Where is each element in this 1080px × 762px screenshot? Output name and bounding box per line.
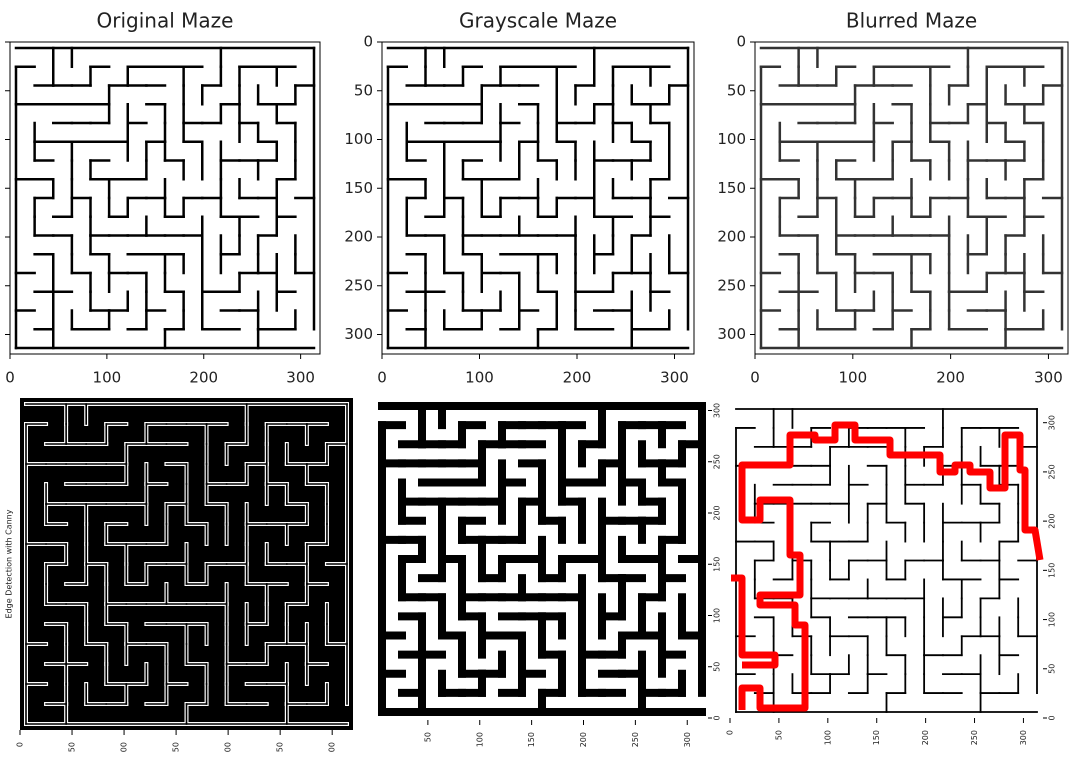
x-tick-label: 0 <box>726 730 735 735</box>
panel-title: Blurred Maze <box>846 9 977 33</box>
y-tick-label: 150 <box>1048 563 1057 578</box>
x-tick-label: 300 <box>683 732 692 747</box>
x-tick-label: 300 <box>660 369 689 387</box>
y-tick-label: 0 <box>1048 715 1057 720</box>
y-tick-label: 0 <box>736 33 746 51</box>
x-tick-label: 00 <box>120 742 129 752</box>
panel-title: Original Maze <box>97 9 234 33</box>
x-tick-label: 0 <box>5 369 15 387</box>
x-tick-label: 00 <box>224 742 233 752</box>
y-tick-label: 50 <box>713 662 722 672</box>
x-tick-label: 100 <box>823 730 832 745</box>
axes-frame <box>381 41 695 355</box>
x-tick-label: 100 <box>475 732 484 747</box>
y-tick-label: 100 <box>1048 612 1057 627</box>
panel: Grayscale Maze 0 100 200 300 0 50 100 150 200 250 3… <box>344 9 695 387</box>
y-tick-label: 300 <box>717 325 746 343</box>
x-tick-label: 150 <box>872 730 881 745</box>
y-tick-label: 100 <box>344 130 373 148</box>
y-tick-label: 250 <box>1048 464 1057 479</box>
x-tick-label: 200 <box>563 369 592 387</box>
x-tick-label: 0 <box>377 369 387 387</box>
y-tick-label: 200 <box>717 228 746 246</box>
x-tick-label: 50 <box>68 742 77 752</box>
x-tick-label: 300 <box>1019 730 1028 745</box>
panel: Original Maze 0 100 200 300 <box>5 9 321 387</box>
y-tick-label: 200 <box>344 228 373 246</box>
y-tick-label: 200 <box>713 505 722 520</box>
x-tick-label: 50 <box>423 732 432 742</box>
x-tick-label: 00 <box>328 742 337 752</box>
axes-frame <box>9 41 321 355</box>
solution-path <box>738 421 1044 712</box>
y-tick-label: 50 <box>354 81 373 99</box>
x-tick-label: 0 <box>750 369 760 387</box>
y-tick-label: 50 <box>727 81 746 99</box>
solution-branch <box>731 574 779 669</box>
x-tick-label: 150 <box>527 732 536 747</box>
x-tick-label: 50 <box>276 742 285 752</box>
y-tick-label: 150 <box>344 179 373 197</box>
x-tick-label: 250 <box>631 732 640 747</box>
panel-title: Grayscale Maze <box>459 9 617 33</box>
x-tick-label: 200 <box>936 369 965 387</box>
x-tick-label: 100 <box>838 369 867 387</box>
y-tick-label: 250 <box>717 276 746 294</box>
y-tick-label: 150 <box>717 179 746 197</box>
y-tick-label: 0 <box>363 33 373 51</box>
x-tick-label: 300 <box>286 369 315 387</box>
panel: 0 50 00 50 00 50 00 Edge Detection with Canny <box>5 398 353 752</box>
y-tick-label: 300 <box>713 403 722 418</box>
y-tick-label: 300 <box>344 325 373 343</box>
panel: 0 50 100 150 200 250 300 0 50 100 150 200 250 300 <box>726 403 1057 745</box>
y-tick-label: 50 <box>1048 664 1057 674</box>
x-tick-label: 50 <box>774 730 783 740</box>
x-tick-label: 0 <box>16 742 25 747</box>
x-tick-label: 50 <box>172 742 181 752</box>
x-tick-label: 300 <box>1034 369 1063 387</box>
panel: 50 100 150 200 250 300 0 50 100 150 200 250 300 <box>376 400 722 747</box>
y-axis-label: Edge Detection with Canny <box>5 509 14 618</box>
x-tick-label: 200 <box>189 369 218 387</box>
axes-frame <box>754 41 1069 355</box>
x-tick-label: 100 <box>465 369 494 387</box>
x-tick-label: 200 <box>921 730 930 745</box>
y-tick-label: 100 <box>717 130 746 148</box>
panel: Blurred Maze 0 100 200 300 0 50 100 150 200 250 300 <box>717 9 1069 387</box>
x-tick-label: 100 <box>93 369 122 387</box>
y-tick-label: 300 <box>1048 415 1057 430</box>
y-tick-label: 200 <box>1048 513 1057 528</box>
y-tick-label: 100 <box>713 608 722 623</box>
y-tick-label: 250 <box>344 276 373 294</box>
x-tick-label: 200 <box>579 732 588 747</box>
x-tick-label: 250 <box>970 730 979 745</box>
y-tick-label: 0 <box>713 715 722 720</box>
y-tick-label: 150 <box>713 557 722 572</box>
y-tick-label: 250 <box>713 454 722 469</box>
